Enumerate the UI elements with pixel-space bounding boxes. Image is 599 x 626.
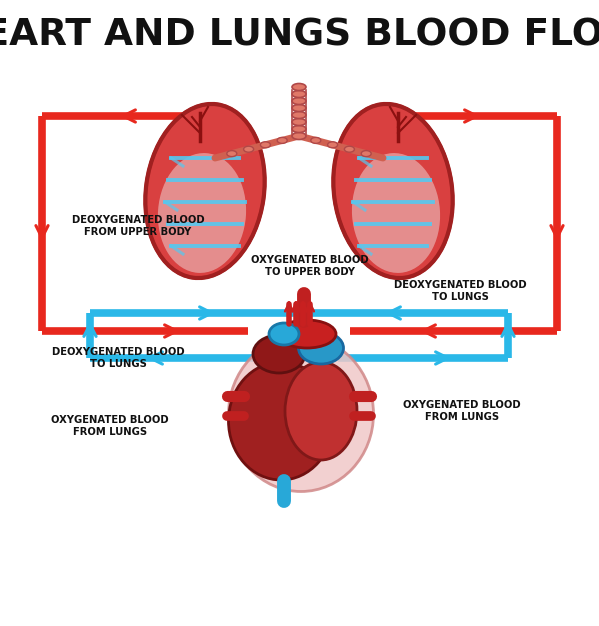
Ellipse shape	[292, 118, 306, 125]
Ellipse shape	[352, 153, 440, 273]
Ellipse shape	[227, 151, 237, 156]
Text: DEOXYGENATED BLOOD
FROM UPPER BODY: DEOXYGENATED BLOOD FROM UPPER BODY	[72, 215, 204, 237]
Text: DEOXYGENATED BLOOD
TO LUNGS: DEOXYGENATED BLOOD TO LUNGS	[394, 280, 527, 302]
Ellipse shape	[292, 91, 306, 98]
Ellipse shape	[292, 98, 306, 105]
Text: OXYGENATED BLOOD
FROM LUNGS: OXYGENATED BLOOD FROM LUNGS	[403, 400, 521, 422]
Text: DEOXYGENATED BLOOD
TO LUNGS: DEOXYGENATED BLOOD TO LUNGS	[52, 347, 184, 369]
Ellipse shape	[261, 142, 270, 148]
Ellipse shape	[292, 83, 306, 91]
Ellipse shape	[344, 146, 355, 152]
Ellipse shape	[277, 137, 287, 143]
Ellipse shape	[228, 337, 374, 491]
Ellipse shape	[253, 335, 305, 373]
Ellipse shape	[328, 142, 338, 148]
Ellipse shape	[158, 153, 246, 273]
Ellipse shape	[292, 133, 306, 140]
Text: HEART AND LUNGS BLOOD FLOW: HEART AND LUNGS BLOOD FLOW	[0, 18, 599, 54]
Ellipse shape	[278, 320, 336, 348]
Ellipse shape	[292, 125, 306, 133]
Ellipse shape	[333, 104, 453, 278]
Ellipse shape	[285, 362, 357, 460]
Ellipse shape	[298, 332, 343, 364]
Ellipse shape	[361, 151, 371, 156]
Text: OXYGENATED BLOOD
FROM LUNGS: OXYGENATED BLOOD FROM LUNGS	[51, 415, 169, 437]
Ellipse shape	[244, 146, 253, 152]
Ellipse shape	[146, 104, 265, 278]
Ellipse shape	[311, 137, 321, 143]
Ellipse shape	[269, 323, 299, 345]
Ellipse shape	[292, 105, 306, 111]
Text: OXYGENATED BLOOD
TO UPPER BODY: OXYGENATED BLOOD TO UPPER BODY	[251, 255, 369, 277]
Ellipse shape	[292, 111, 306, 118]
Ellipse shape	[228, 362, 334, 480]
